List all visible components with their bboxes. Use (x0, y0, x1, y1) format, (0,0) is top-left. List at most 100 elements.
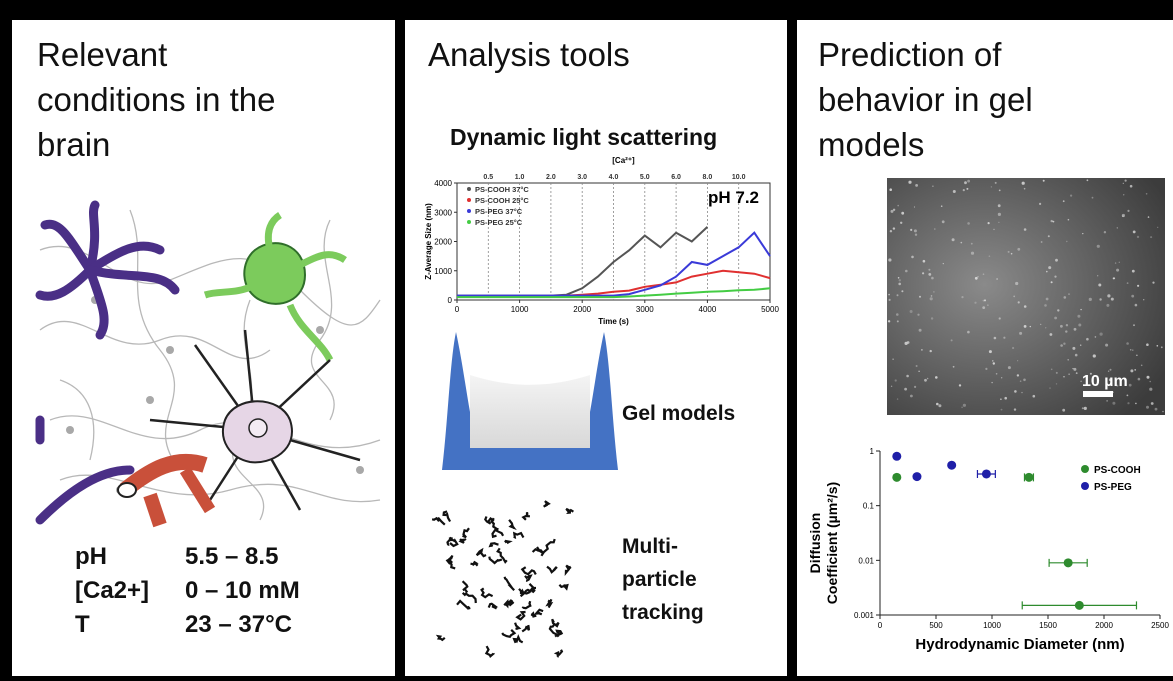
speckle (1060, 344, 1063, 347)
speckle (1018, 301, 1020, 303)
speckle (892, 359, 893, 360)
speckle (998, 213, 1001, 216)
x-tick-label: 1000 (511, 305, 529, 314)
speckle (1082, 233, 1083, 234)
legend-label: PS-COOH 37°C (475, 185, 529, 194)
speckle (898, 283, 901, 286)
speckle (1132, 350, 1133, 351)
y-tick-label: 3000 (434, 208, 452, 217)
speckle (995, 182, 997, 184)
speckle (1024, 325, 1027, 328)
speckle (963, 189, 965, 191)
speckle (1008, 251, 1010, 253)
speckle (998, 204, 1001, 207)
y-tick-label: 2000 (434, 238, 452, 247)
speckle (987, 305, 988, 306)
speckle (906, 375, 909, 378)
speckle (1137, 236, 1139, 238)
legend-label: PS-COOH 25°C (475, 196, 529, 205)
speckle (1014, 408, 1016, 410)
speckle (1063, 376, 1064, 377)
speckle (1141, 365, 1143, 367)
speckle (1099, 298, 1101, 300)
speckle (1045, 327, 1046, 328)
speckle (1130, 185, 1133, 188)
abstract: 10 µm Analysis tools Dynamic light scatt… (0, 0, 1173, 676)
speckle (993, 229, 994, 230)
panel-title: models (818, 126, 924, 163)
speckle (994, 337, 997, 340)
speckle (1039, 203, 1041, 205)
speckle (961, 407, 963, 409)
speckle (915, 234, 917, 236)
speckle (1108, 371, 1109, 372)
speckle (1054, 317, 1057, 320)
speckle (1105, 344, 1108, 347)
trajectory (505, 541, 509, 544)
speckle (1149, 381, 1151, 383)
speckle (988, 222, 990, 224)
y-axis-label: Z-Average Size (nm) (424, 203, 433, 280)
legend-label: PS-PEG 37°C (475, 207, 523, 216)
speckle (1130, 349, 1132, 351)
y-tick-label: 0 (448, 296, 453, 305)
speckle (898, 277, 900, 279)
speckle (1014, 390, 1017, 393)
speckle (1013, 296, 1015, 298)
speckle (1051, 220, 1053, 222)
speckle (982, 306, 985, 309)
speckle (1089, 298, 1092, 301)
speckle (1022, 182, 1025, 185)
speckle (924, 379, 927, 382)
legend-label: PS-PEG (1094, 482, 1132, 493)
speckle (1117, 227, 1118, 228)
speckle (893, 227, 895, 229)
condition-value: 23 – 37°C (185, 611, 292, 638)
speckle (1001, 409, 1003, 411)
speckle (1119, 262, 1120, 263)
speckle (915, 184, 918, 187)
speckle (1106, 304, 1109, 307)
speckle (1057, 309, 1059, 311)
speckle (928, 273, 931, 276)
page: 10 µm Analysis tools Dynamic light scatt… (0, 0, 1173, 681)
speckle (1127, 402, 1129, 404)
speckle (1082, 407, 1084, 409)
speckle (1023, 379, 1026, 382)
speckle (1055, 259, 1058, 262)
speckle (977, 276, 978, 277)
speckle (1041, 241, 1043, 243)
speckle (993, 362, 995, 364)
x-tick-label: 2000 (573, 305, 591, 314)
speckle (1000, 398, 1002, 400)
x-tick-label: 5000 (761, 305, 779, 314)
scale-bar (1083, 391, 1113, 397)
addition-label: 8.0 (703, 174, 713, 181)
speckle (941, 205, 943, 207)
speckle (1136, 355, 1137, 356)
speckle (989, 255, 991, 257)
speckle (1132, 270, 1135, 273)
speckle (1123, 194, 1124, 195)
speckle (999, 317, 1001, 319)
speckle (1048, 235, 1050, 237)
speckle (1051, 369, 1053, 371)
speckle (889, 188, 892, 191)
speckle (1072, 347, 1075, 350)
speckle (1138, 378, 1141, 381)
speckle (895, 379, 897, 381)
speckle (991, 382, 992, 383)
speckle (1155, 408, 1158, 411)
speckle (1161, 346, 1163, 348)
speckle (961, 296, 963, 298)
speckle (891, 386, 892, 387)
speckle (952, 238, 955, 241)
speckle (1146, 193, 1148, 195)
speckle (996, 373, 998, 375)
speckle (908, 181, 911, 184)
speckle (983, 273, 985, 275)
speckle (921, 349, 923, 351)
speckle (1111, 298, 1114, 301)
speckle (1098, 284, 1101, 287)
speckle (1097, 245, 1100, 248)
